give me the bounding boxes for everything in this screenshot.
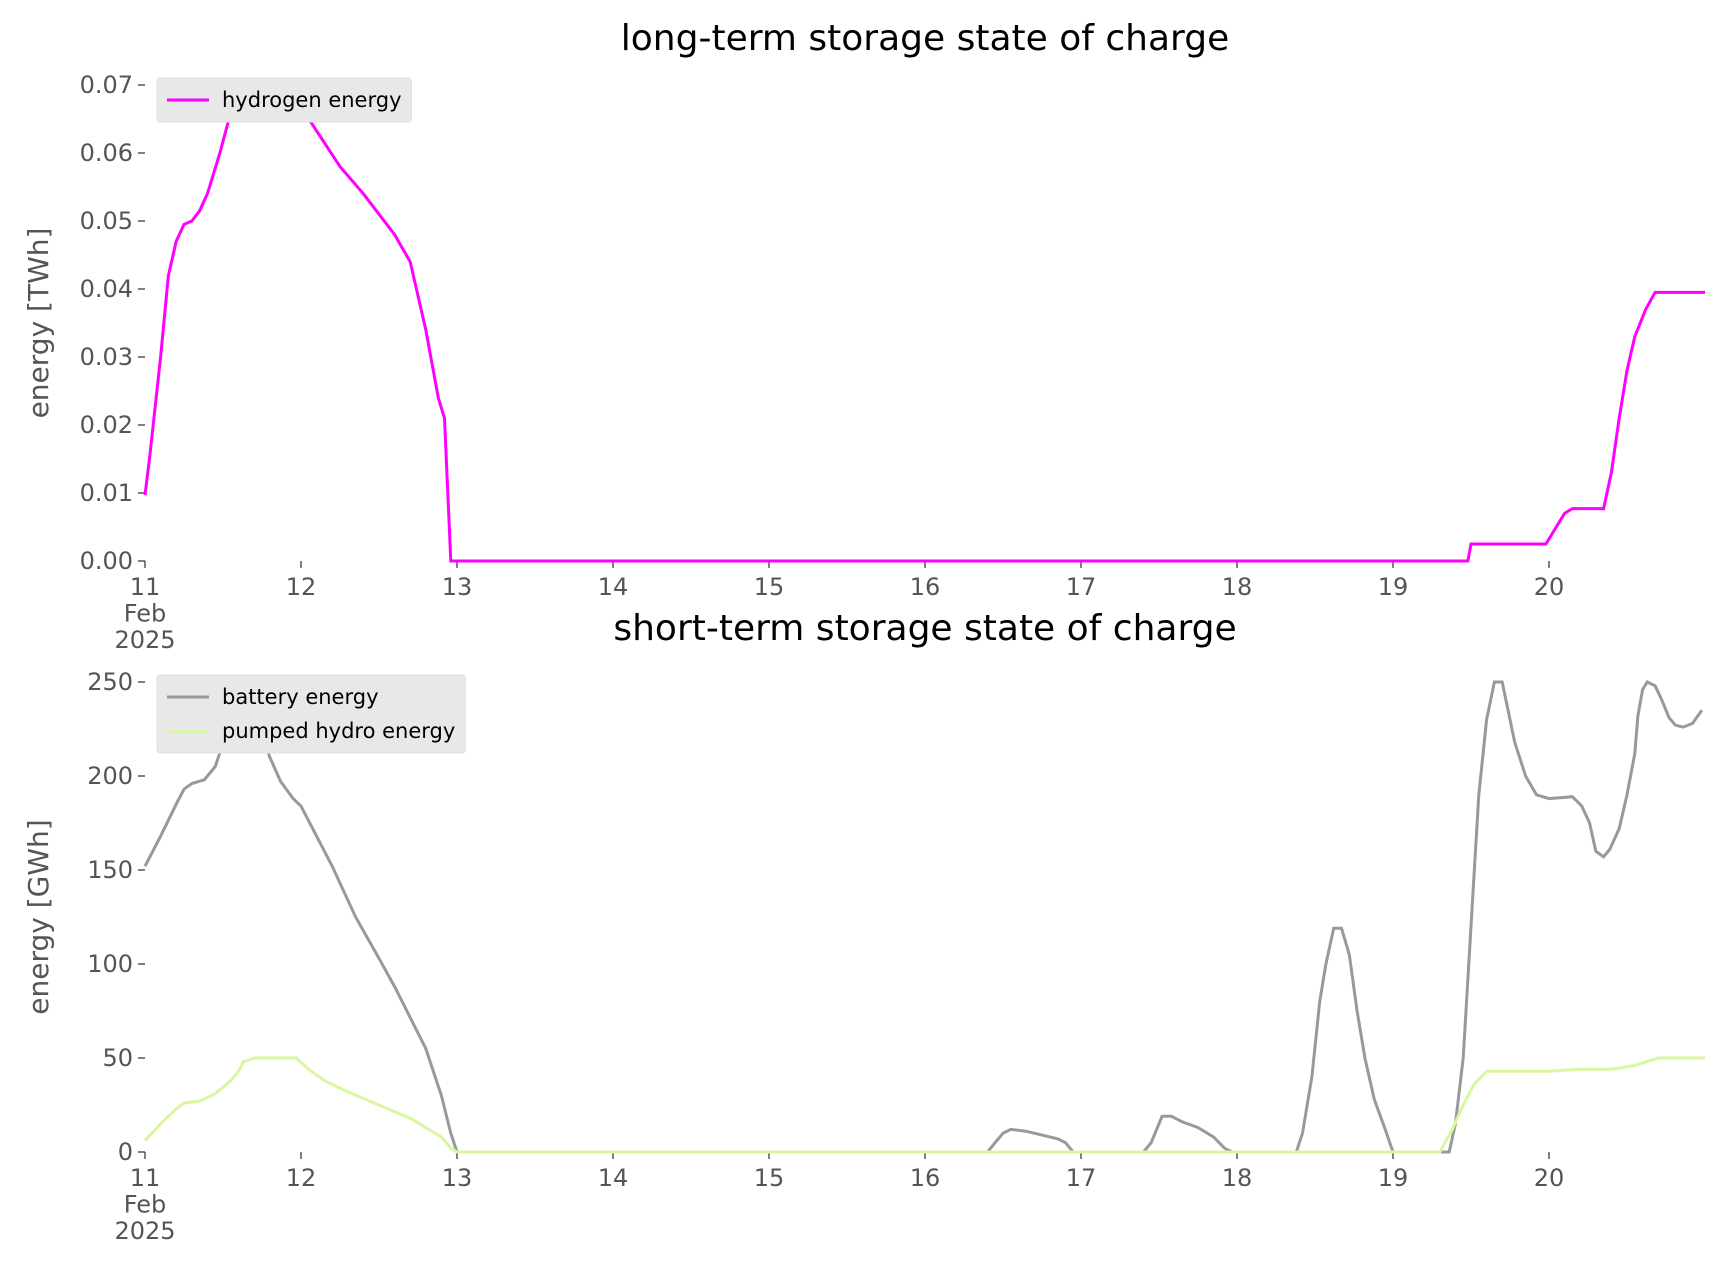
- x-tick-label: 13: [442, 1164, 473, 1192]
- y-tick-label: 0.06: [80, 139, 133, 167]
- x-tick-label: 20: [1534, 1164, 1565, 1192]
- x-tick-label: 12: [286, 1164, 317, 1192]
- x-tick-label: 13: [442, 573, 473, 601]
- x-tick-label: 20: [1534, 573, 1565, 601]
- y-tick-label: 100: [87, 950, 133, 978]
- x-tick-label: 19: [1378, 573, 1409, 601]
- x-tick-label: 18: [1222, 1164, 1253, 1192]
- y-tick-label: 0.02: [80, 411, 133, 439]
- x-tick-label: 11 Feb 2025: [114, 1164, 175, 1245]
- legend-box: [156, 77, 412, 123]
- series-line: [143, 679, 1704, 1154]
- y-tick-label: 0.07: [80, 71, 133, 99]
- x-tick-label: 11 Feb 2025: [114, 573, 175, 654]
- x-tick-label: 15: [754, 1164, 785, 1192]
- legend-label: pumped hydro energy: [222, 719, 455, 743]
- legend-label: hydrogen energy: [222, 88, 402, 112]
- y-tick-label: 50: [102, 1044, 133, 1072]
- x-tick-label: 17: [1066, 573, 1097, 601]
- y-tick-label: 0.04: [80, 275, 133, 303]
- y-tick-label: 0.05: [80, 207, 133, 235]
- y-axis-label: energy [GWh]: [22, 819, 55, 1014]
- x-tick-label: 18: [1222, 573, 1253, 601]
- x-tick-label: 12: [286, 573, 317, 601]
- legend-box: [156, 674, 466, 754]
- y-tick-label: 0.03: [80, 343, 133, 371]
- y-tick-label: 0: [118, 1138, 133, 1166]
- series-line: [143, 90, 1705, 563]
- x-tick-label: 14: [598, 1164, 629, 1192]
- x-tick-label: 15: [754, 573, 785, 601]
- chart-title: short-term storage state of charge: [613, 608, 1236, 649]
- series-line: [143, 1056, 1705, 1154]
- x-tick-label: 17: [1066, 1164, 1097, 1192]
- chart-title: long-term storage state of charge: [621, 18, 1229, 59]
- y-tick-label: 200: [87, 762, 133, 790]
- x-tick-label: 14: [598, 573, 629, 601]
- y-tick-label: 150: [87, 856, 133, 884]
- x-tick-label: 19: [1378, 1164, 1409, 1192]
- y-tick-label: 0.00: [80, 547, 133, 575]
- y-axis-label: energy [TWh]: [22, 228, 55, 419]
- x-tick-label: 16: [910, 573, 941, 601]
- y-tick-label: 250: [87, 668, 133, 696]
- x-tick-label: 16: [910, 1164, 941, 1192]
- y-tick-label: 0.01: [80, 479, 133, 507]
- legend-label: battery energy: [222, 685, 379, 709]
